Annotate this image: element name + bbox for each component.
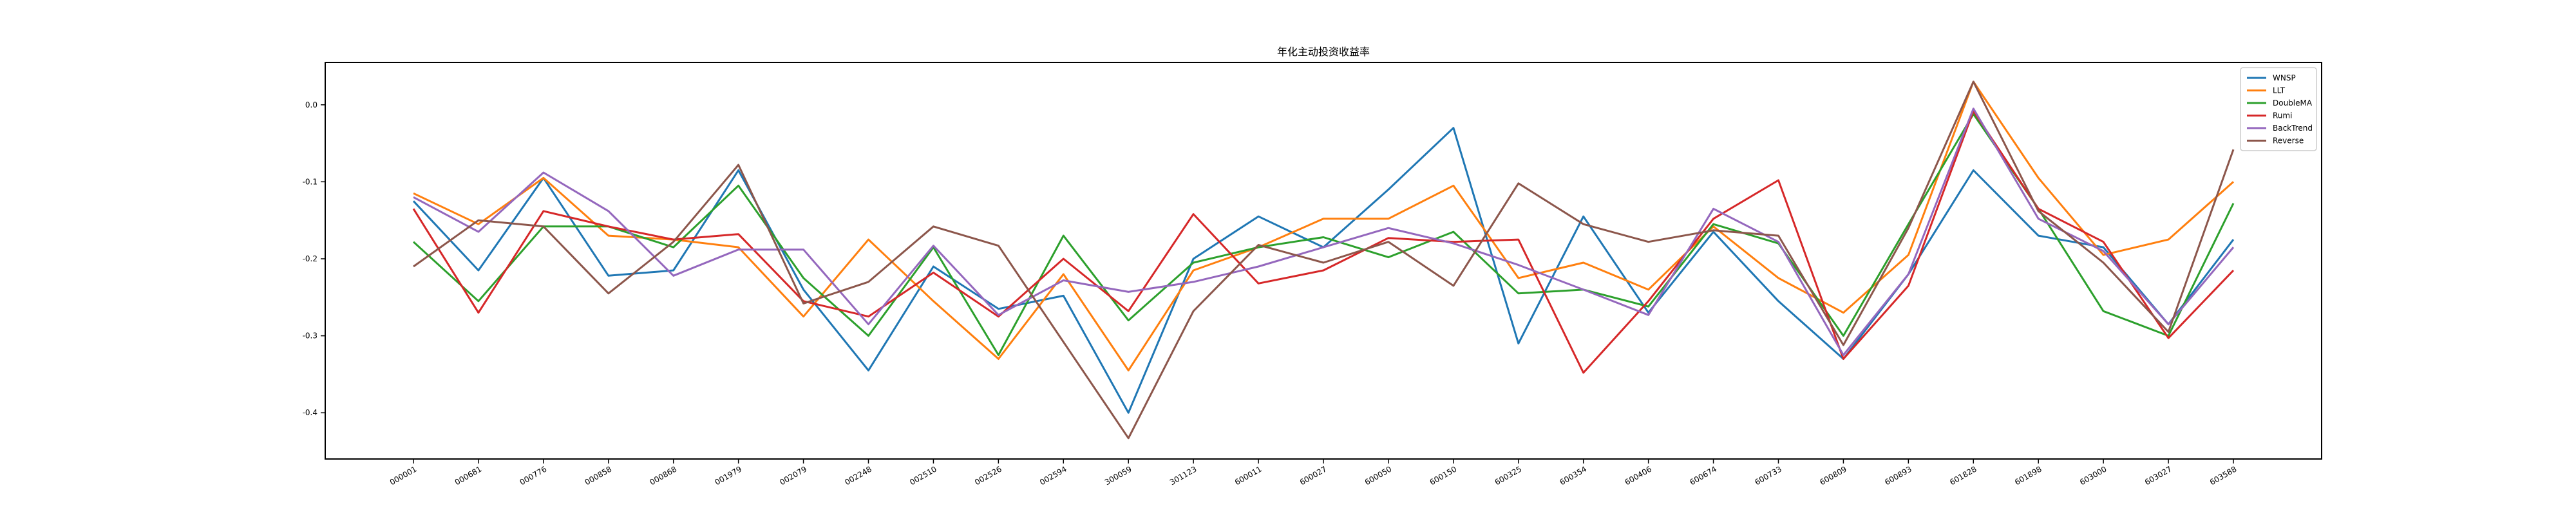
x-tick-label: 600733 [1753, 464, 1783, 487]
x-tick-label: 601898 [2013, 464, 2043, 487]
x-tick-label: 600674 [1688, 464, 1718, 487]
y-tick-label: -0.3 [303, 332, 317, 341]
x-tick-label: 600325 [1493, 464, 1524, 487]
x-tick-label: 002510 [908, 464, 938, 487]
x-tick-label: 300059 [1103, 464, 1133, 487]
y-tick-label: -0.4 [303, 408, 317, 417]
legend-box [2240, 67, 2317, 151]
x-tick-label: 600354 [1558, 464, 1589, 487]
legend-label: DoubleMA [2273, 98, 2313, 108]
x-axis: 000001 000681 000776 000858 000868 001979 0020… [388, 459, 2239, 487]
x-tick-label: 000776 [518, 464, 549, 487]
x-tick-label: 600050 [1363, 464, 1394, 487]
x-tick-label: 600150 [1428, 464, 1459, 487]
legend-label: WNSP [2273, 73, 2296, 82]
x-tick-label: 002594 [1038, 464, 1068, 487]
legend-label: Rumi [2273, 111, 2292, 120]
x-tick-label: 000868 [649, 464, 679, 487]
x-tick-label: 002526 [973, 464, 1003, 487]
x-tick-label: 001979 [713, 464, 743, 487]
series-line-reverse [413, 80, 2235, 440]
x-tick-label: 000001 [388, 464, 419, 487]
x-tick-label: 600406 [1623, 464, 1653, 487]
series-lines [412, 80, 2235, 440]
series-line-llt [413, 80, 2234, 371]
y-axis: 0.0 -0.1 -0.2 -0.3 -0.4 [303, 100, 325, 417]
legend-label: Reverse [2273, 136, 2304, 145]
series-line-doublema [412, 113, 2235, 356]
legend: WNSP LLT DoubleMA Rumi BackTrend Reverse [2240, 67, 2317, 151]
x-tick-label: 600027 [1298, 464, 1329, 487]
x-tick-label: 301123 [1168, 464, 1198, 487]
series-line-rumi [412, 109, 2235, 374]
x-tick-label: 002248 [843, 464, 873, 487]
x-tick-label: 002079 [778, 464, 808, 487]
series-line-backtrend [413, 108, 2235, 356]
chart-title: 年化主动投资收益率 [1277, 46, 1370, 58]
x-tick-label: 000681 [453, 464, 484, 487]
y-tick-label: -0.1 [303, 177, 317, 186]
legend-label: LLT [2273, 86, 2286, 95]
x-tick-label: 600809 [1818, 464, 1848, 487]
plot-frame [325, 62, 2322, 460]
x-tick-label: 601828 [1948, 464, 1978, 487]
x-tick-label: 600893 [1883, 464, 1913, 487]
x-tick-label: 603588 [2208, 464, 2239, 487]
x-tick-label: 000858 [583, 464, 614, 487]
y-tick-label: 0.0 [305, 100, 317, 109]
x-tick-label: 603027 [2143, 464, 2174, 487]
x-tick-label: 600011 [1233, 464, 1264, 487]
y-tick-label: -0.2 [303, 254, 317, 263]
x-tick-label: 603000 [2078, 464, 2108, 487]
legend-label: BackTrend [2273, 124, 2313, 133]
